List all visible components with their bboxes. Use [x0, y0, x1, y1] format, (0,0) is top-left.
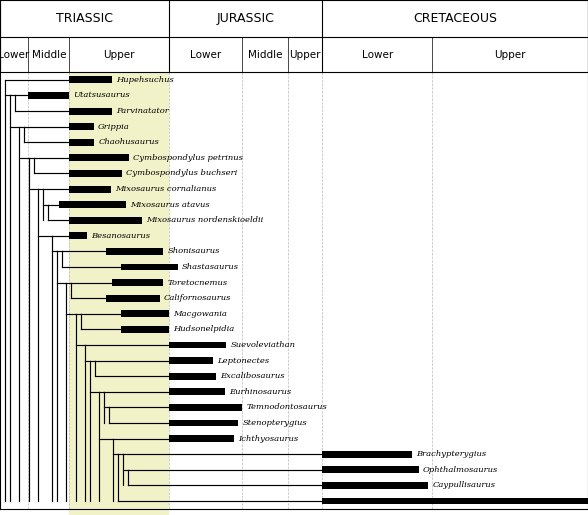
- Bar: [69, 76, 112, 83]
- Text: Middle: Middle: [32, 49, 66, 60]
- Text: Shastasaurus: Shastasaurus: [182, 263, 239, 271]
- Text: Ophthalmosaurus: Ophthalmosaurus: [423, 466, 498, 474]
- Text: Suevoleviathan: Suevoleviathan: [230, 341, 296, 349]
- Text: Utatsusaurus: Utatsusaurus: [74, 92, 130, 99]
- Text: Brachypterygius: Brachypterygius: [416, 450, 486, 458]
- Bar: [28, 92, 69, 99]
- Bar: [69, 170, 122, 177]
- Text: Cymbospondylus petrinus: Cymbospondylus petrinus: [133, 154, 243, 162]
- Bar: [69, 154, 129, 161]
- Bar: [322, 482, 428, 489]
- Text: Chaohusaurus: Chaohusaurus: [98, 139, 159, 146]
- Bar: [69, 217, 142, 224]
- Text: Lower: Lower: [0, 49, 30, 60]
- Bar: [169, 373, 216, 380]
- Bar: [106, 295, 160, 302]
- Bar: [59, 201, 126, 208]
- Text: Lower: Lower: [190, 49, 222, 60]
- Text: Mixosaurus cornalianus: Mixosaurus cornalianus: [115, 185, 216, 193]
- Text: Ichthyosaurus: Ichthyosaurus: [238, 435, 298, 442]
- Text: Middle: Middle: [248, 49, 282, 60]
- Text: Mixosaurus atavus: Mixosaurus atavus: [131, 201, 210, 209]
- Bar: [0, 0, 588, 37]
- Text: Cymbospondylus buchseri: Cymbospondylus buchseri: [126, 169, 238, 178]
- Bar: [69, 108, 112, 114]
- Text: JURASSIC: JURASSIC: [217, 12, 275, 25]
- Text: Lower: Lower: [362, 49, 393, 60]
- Bar: [69, 0, 169, 515]
- Text: TRIASSIC: TRIASSIC: [56, 12, 113, 25]
- Bar: [169, 357, 213, 364]
- Text: Hudsonelpidia: Hudsonelpidia: [173, 325, 235, 333]
- Bar: [322, 451, 412, 458]
- Text: Temnodontosaurus: Temnodontosaurus: [246, 403, 327, 411]
- Bar: [169, 404, 242, 411]
- Text: Grippia: Grippia: [98, 123, 130, 131]
- Text: Excalibosaurus: Excalibosaurus: [220, 372, 285, 380]
- Text: Stenopterygius: Stenopterygius: [242, 419, 307, 427]
- Text: Upper: Upper: [495, 49, 526, 60]
- Bar: [121, 311, 169, 317]
- Bar: [169, 420, 238, 426]
- Text: Hupehsuchus: Hupehsuchus: [116, 76, 173, 84]
- Bar: [121, 264, 178, 270]
- Bar: [169, 435, 234, 442]
- Text: Upper: Upper: [103, 49, 135, 60]
- Bar: [112, 279, 163, 286]
- Bar: [169, 388, 225, 396]
- Text: Shonisaurus: Shonisaurus: [168, 248, 220, 255]
- Text: Besanosaurus: Besanosaurus: [91, 232, 150, 240]
- Text: Caypullisaurus: Caypullisaurus: [432, 482, 495, 489]
- Text: Toretocnemus: Toretocnemus: [168, 279, 228, 287]
- Bar: [69, 232, 87, 239]
- Text: Californosaurus: Californosaurus: [164, 294, 232, 302]
- Bar: [69, 139, 94, 146]
- Text: Parvinatator: Parvinatator: [116, 107, 169, 115]
- Text: Leptonectes: Leptonectes: [217, 357, 269, 365]
- Bar: [169, 341, 226, 349]
- Text: CRETACEOUS: CRETACEOUS: [413, 12, 497, 25]
- Text: Macgowania: Macgowania: [173, 310, 228, 318]
- Text: Mixosaurus nordenskioeldii: Mixosaurus nordenskioeldii: [146, 216, 263, 224]
- Bar: [69, 123, 94, 130]
- Bar: [121, 326, 169, 333]
- Text: Upper: Upper: [289, 49, 321, 60]
- Text: Eurhinosaurus: Eurhinosaurus: [229, 388, 291, 396]
- Bar: [0, 37, 588, 72]
- Bar: [322, 497, 588, 505]
- Bar: [322, 467, 419, 473]
- Bar: [69, 185, 111, 193]
- Bar: [106, 248, 163, 255]
